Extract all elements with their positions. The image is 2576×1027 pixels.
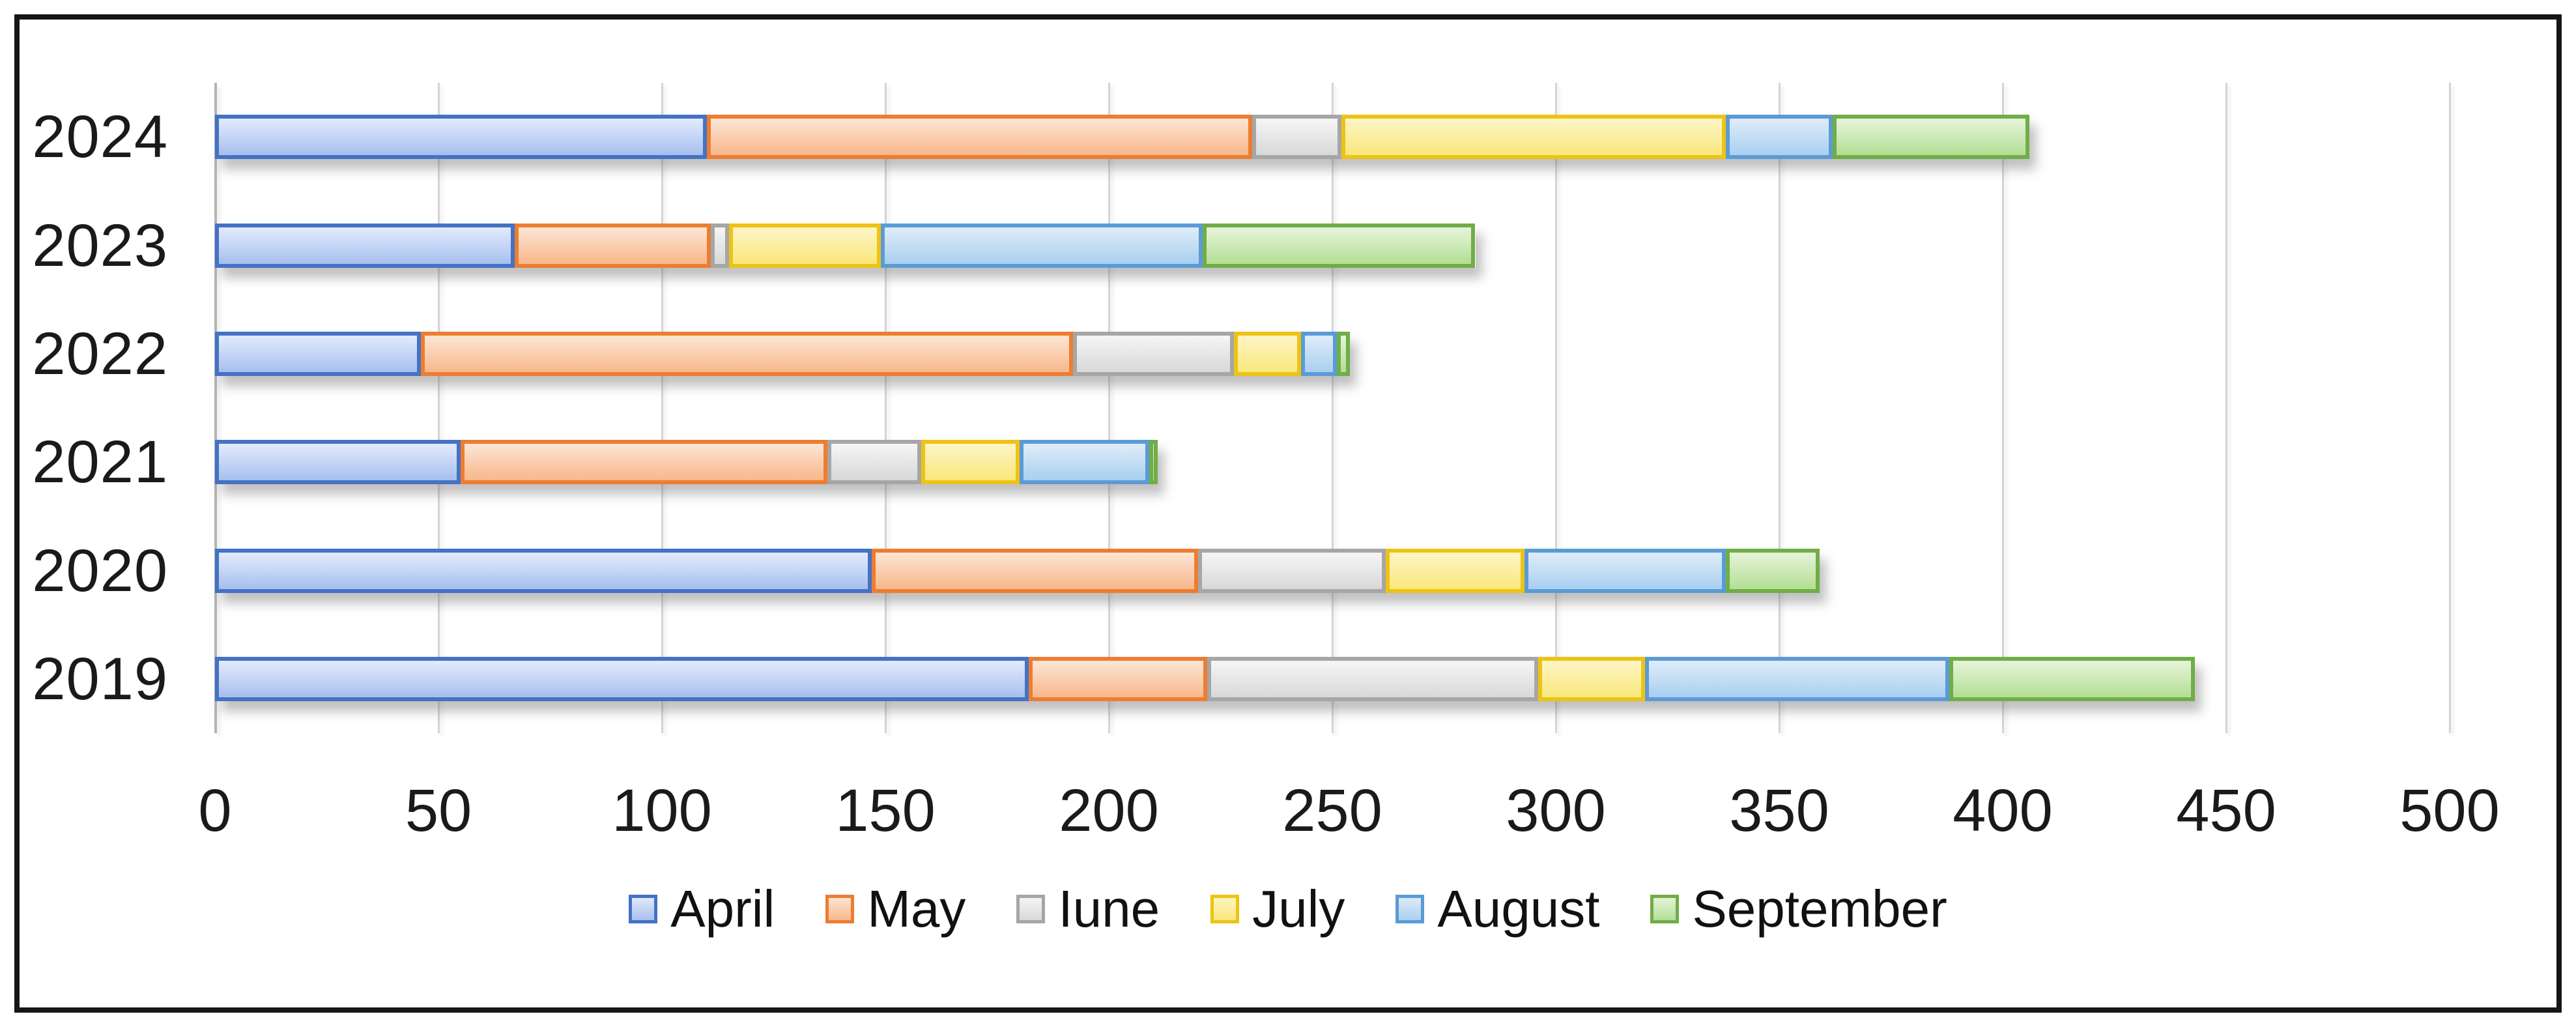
y-axis-label-2019: 2019 [32, 645, 168, 712]
bar-segment-september-2021 [1149, 440, 1158, 485]
bar-segment-april-2023 [215, 223, 515, 268]
bar-segment-april-2022 [215, 331, 421, 376]
bar-segment-july-2024 [1341, 115, 1726, 160]
legend-label-april: April [670, 880, 775, 938]
bar-segment-september-2024 [1833, 115, 2030, 160]
legend-label-iune: Iune [1058, 880, 1160, 938]
legend-item-august: August [1395, 879, 1599, 939]
plot-area [214, 83, 2451, 733]
bar-segment-april-2024 [215, 115, 707, 160]
bar-segment-july-2019 [1538, 656, 1646, 701]
bar-segment-august-2023 [881, 223, 1203, 268]
bar-segment-august-2024 [1725, 115, 1833, 160]
bar-segment-september-2020 [1725, 548, 1820, 593]
bar-segment-july-2020 [1386, 548, 1524, 593]
bar-segment-iune-2019 [1207, 656, 1538, 701]
bar-segment-iune-2022 [1073, 331, 1235, 376]
legend-swatch-may [825, 895, 855, 923]
gridline-400 [2001, 83, 2004, 733]
bar-segment-iune-2023 [711, 223, 729, 268]
bar-row-2019 [215, 656, 2195, 701]
bar-segment-august-2019 [1645, 656, 1949, 701]
legend-item-september: September [1650, 879, 1947, 939]
legend-swatch-iune [1016, 895, 1046, 923]
bar-row-2024 [215, 115, 2030, 160]
legend-swatch-september [1650, 895, 1680, 923]
gridline-150 [884, 83, 887, 733]
x-axis-tick-label-400: 400 [1953, 777, 2053, 844]
bar-segment-iune-2021 [827, 440, 921, 485]
bar-segment-may-2022 [420, 331, 1074, 376]
bar-segment-may-2019 [1028, 656, 1207, 701]
gridline-250 [1331, 83, 1334, 733]
gridline-50 [437, 83, 440, 733]
bar-segment-august-2020 [1524, 548, 1726, 593]
gridline-200 [1108, 83, 1110, 733]
x-axis-tick-label-500: 500 [2399, 777, 2500, 844]
x-axis-tick-label-450: 450 [2176, 777, 2276, 844]
bar-segment-july-2023 [728, 223, 881, 268]
x-axis-tick-label-0: 0 [198, 777, 232, 844]
legend-label-september: September [1692, 880, 1947, 938]
x-axis-tick-label-200: 200 [1059, 777, 1159, 844]
legend: April May Iune July August September [0, 870, 2576, 948]
legend-label-july: July [1252, 880, 1345, 938]
bar-row-2023 [215, 223, 1476, 268]
bar-segment-iune-2020 [1198, 548, 1386, 593]
bar-segment-iune-2024 [1252, 115, 1341, 160]
bar-segment-july-2022 [1234, 331, 1301, 376]
gridline-350 [1778, 83, 1781, 733]
gridline-450 [2225, 83, 2227, 733]
y-axis-label-2022: 2022 [32, 320, 168, 387]
legend-item-april: April [629, 879, 775, 939]
bar-segment-september-2023 [1203, 223, 1476, 268]
legend-item-july: July [1210, 879, 1345, 939]
x-axis-tick-label-350: 350 [1729, 777, 1829, 844]
bar-segment-september-2019 [1949, 656, 2195, 701]
bar-segment-august-2021 [1019, 440, 1149, 485]
x-axis-tick-label-250: 250 [1282, 777, 1382, 844]
legend-swatch-april [629, 895, 658, 923]
bar-segment-may-2023 [514, 223, 711, 268]
legend-swatch-july [1210, 895, 1240, 923]
bar-segment-may-2021 [461, 440, 827, 485]
bar-segment-august-2022 [1300, 331, 1337, 376]
bar-segment-september-2022 [1336, 331, 1351, 376]
bar-segment-april-2021 [215, 440, 461, 485]
x-axis-tick-label-300: 300 [1506, 777, 1606, 844]
y-axis-label-2023: 2023 [32, 212, 168, 279]
legend-label-august: August [1437, 880, 1600, 938]
y-axis-label-2020: 2020 [32, 537, 168, 604]
bar-segment-may-2020 [872, 548, 1199, 593]
gridline-300 [1554, 83, 1557, 733]
x-axis-tick-label-100: 100 [612, 777, 712, 844]
y-axis-label-2024: 2024 [32, 104, 168, 171]
bar-segment-july-2021 [921, 440, 1020, 485]
gridline-100 [661, 83, 663, 733]
x-axis-tick-label-50: 50 [405, 777, 472, 844]
legend-swatch-august [1395, 895, 1425, 923]
bar-row-2021 [215, 440, 1158, 485]
category-axis-line [214, 83, 217, 733]
legend-label-may: May [867, 880, 966, 938]
bar-row-2022 [215, 331, 1351, 376]
legend-item-may: May [825, 879, 966, 939]
bar-segment-april-2019 [215, 656, 1029, 701]
gridline-500 [2448, 83, 2451, 733]
legend-item-iune: Iune [1016, 879, 1160, 939]
bar-segment-may-2024 [706, 115, 1252, 160]
bar-row-2020 [215, 548, 1820, 593]
x-axis-tick-label-150: 150 [835, 777, 936, 844]
y-axis-label-2021: 2021 [32, 429, 168, 496]
bar-segment-april-2020 [215, 548, 872, 593]
